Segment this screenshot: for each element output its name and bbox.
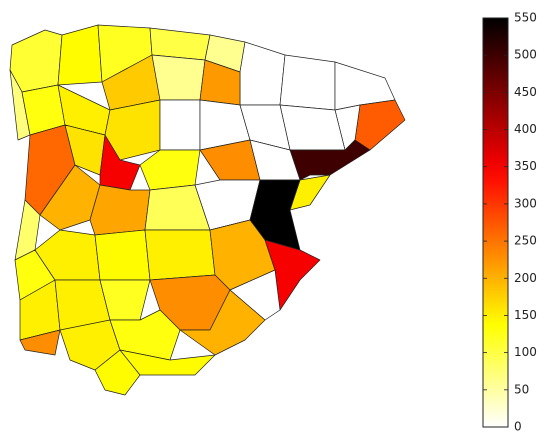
- region: [57, 24, 103, 86]
- region: [149, 27, 211, 61]
- region: [94, 229, 151, 281]
- tick-label: 550: [514, 11, 537, 25]
- tick-label: 400: [514, 122, 537, 136]
- tick-label: 450: [514, 85, 537, 99]
- region: [139, 149, 201, 191]
- region: [144, 229, 216, 281]
- region: [151, 54, 206, 101]
- colorbar: 0 50 100 150 200 250 300 350 400 450 500 550: [482, 11, 537, 434]
- tick-label: 350: [514, 159, 537, 173]
- tick-label: 300: [514, 196, 537, 210]
- region: [104, 99, 161, 161]
- region: [119, 349, 216, 376]
- colorbar-fill: [482, 17, 509, 428]
- tick-label: 500: [514, 48, 537, 62]
- regions: [9, 24, 406, 396]
- region: [354, 99, 406, 151]
- region: [239, 41, 286, 106]
- tick-label: 100: [514, 345, 537, 359]
- tick-label: 0: [514, 420, 522, 434]
- tick-label: 50: [514, 382, 529, 396]
- region: [159, 99, 201, 151]
- region: [289, 139, 371, 181]
- region: [279, 104, 346, 151]
- region: [89, 184, 151, 236]
- tick-label: 250: [514, 234, 537, 248]
- region: [279, 54, 336, 111]
- region: [19, 329, 61, 356]
- region: [9, 29, 63, 93]
- tick-label: 200: [514, 271, 537, 285]
- tick-label: 150: [514, 308, 537, 322]
